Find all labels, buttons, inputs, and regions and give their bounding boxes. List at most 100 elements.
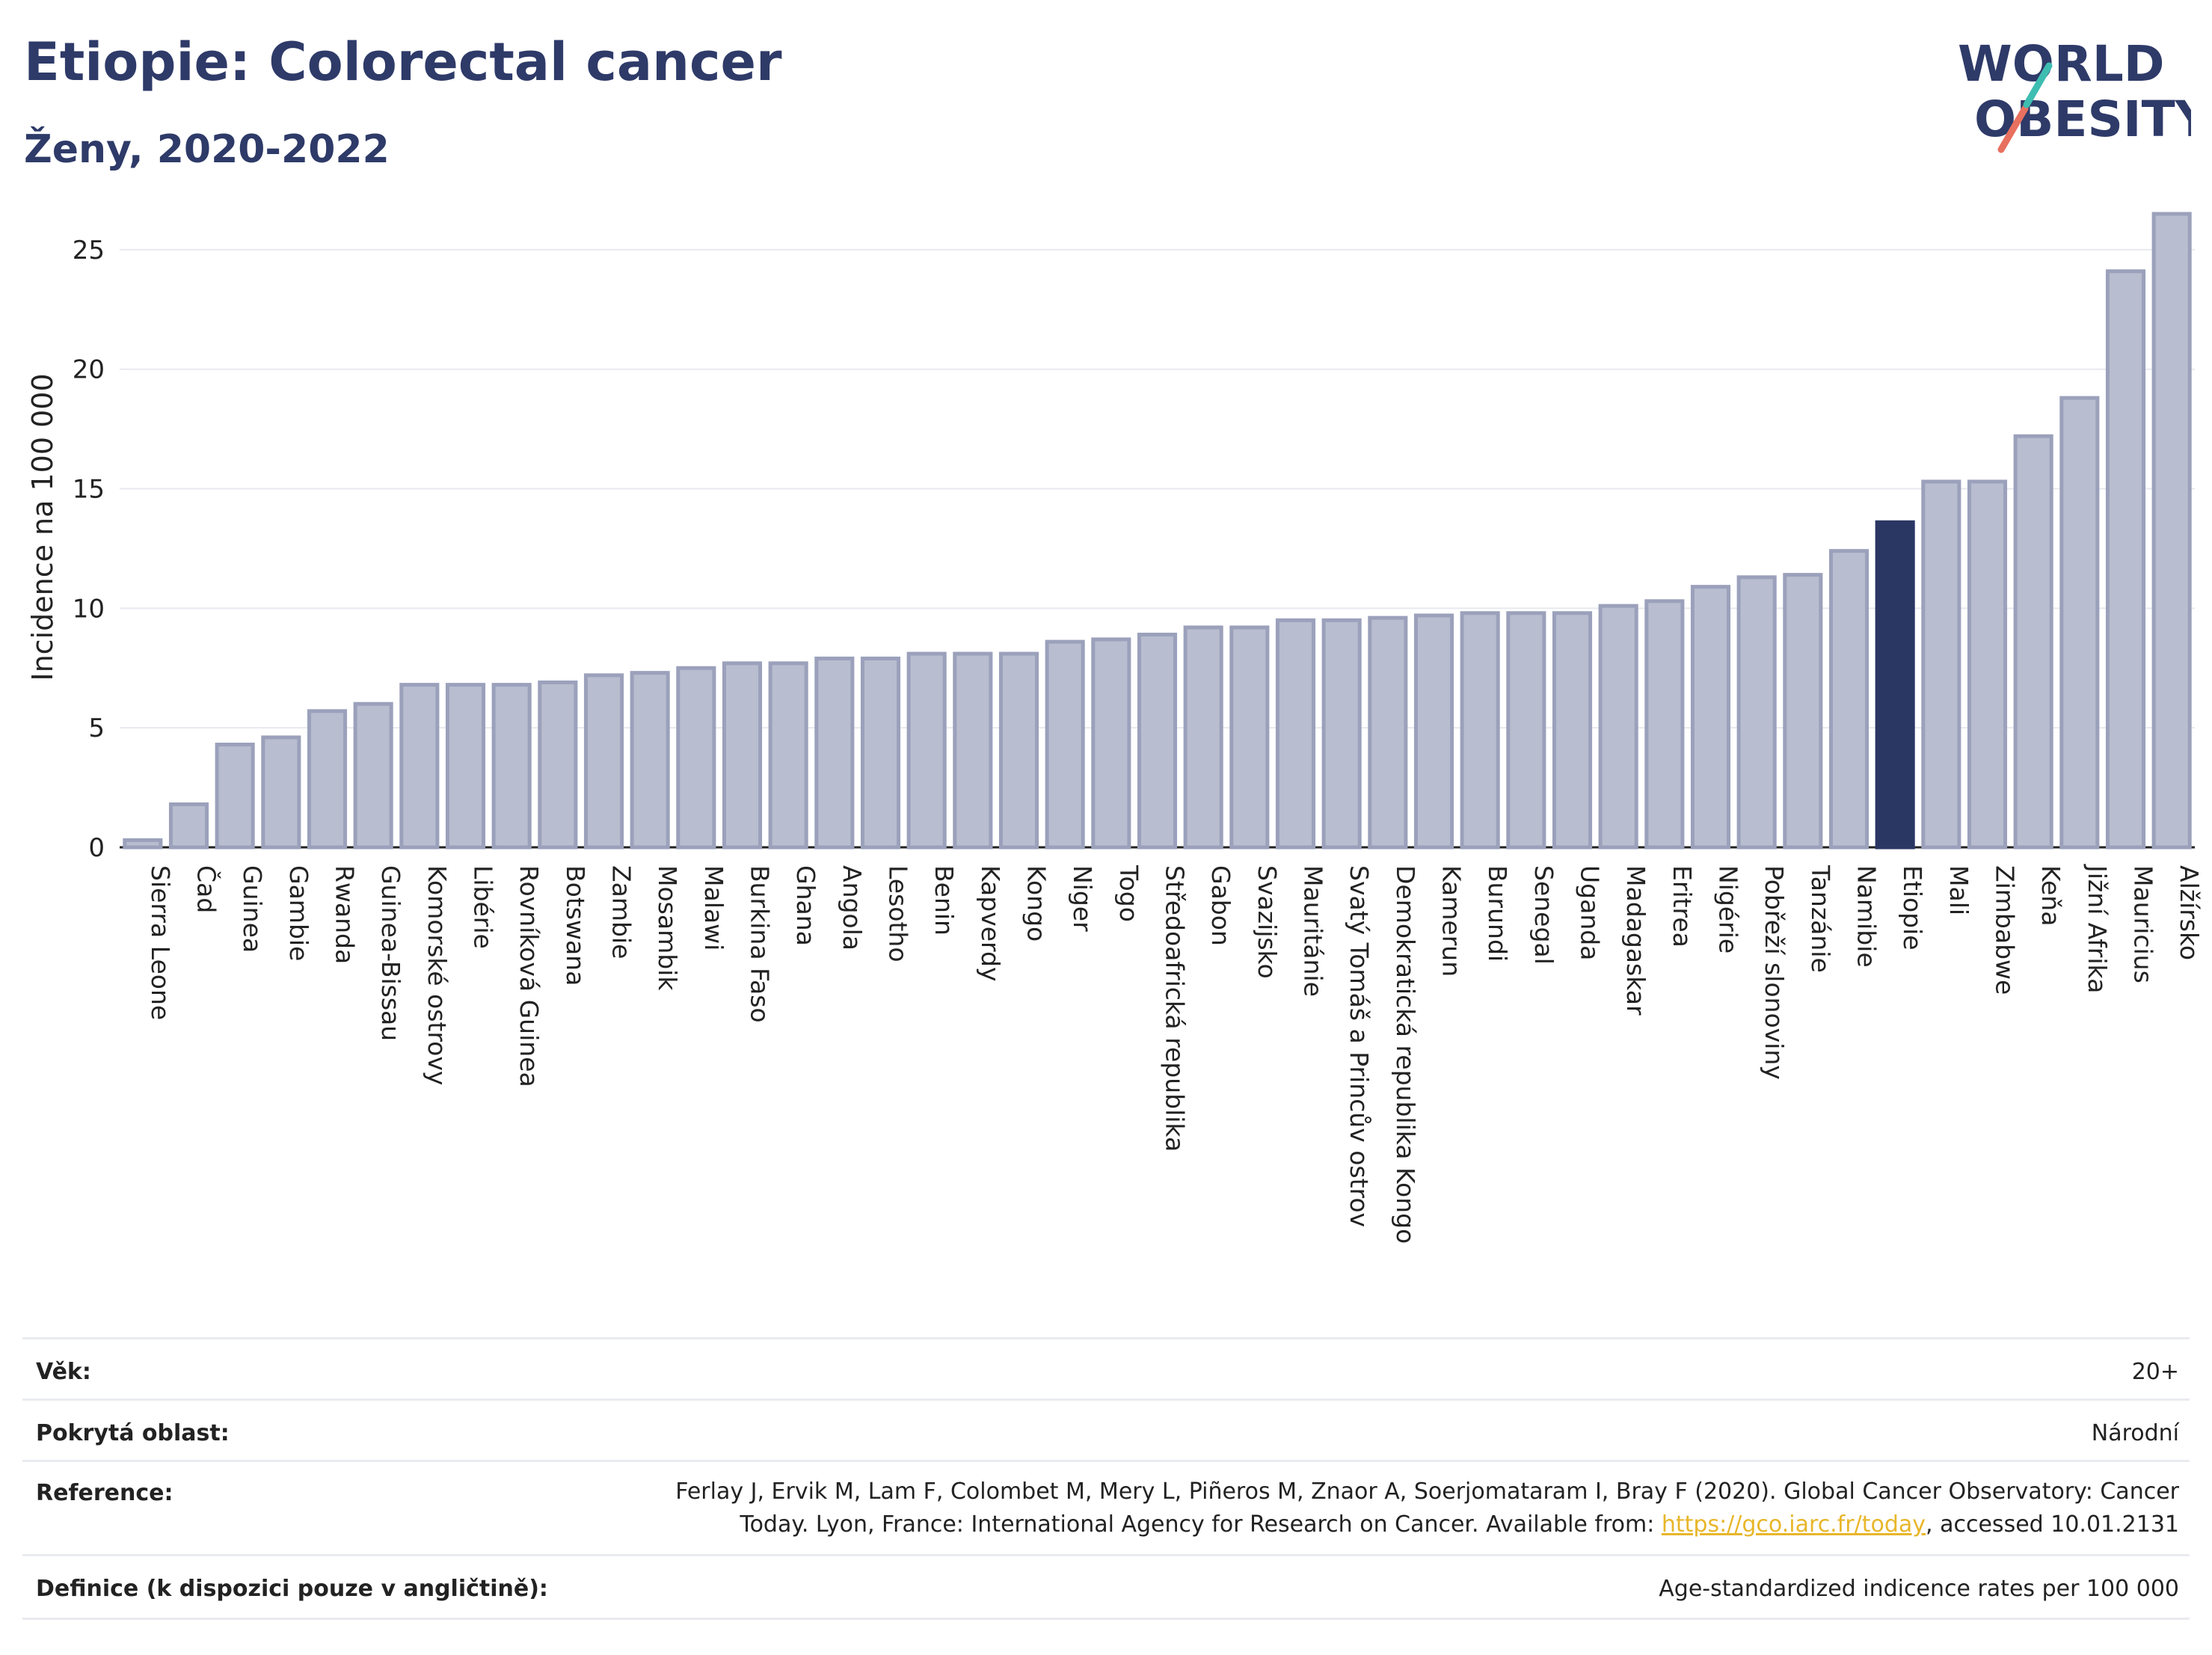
x-tick-label: Eritrea bbox=[1668, 865, 1697, 948]
x-tick-label: Mauritánie bbox=[1299, 865, 1328, 997]
bar-malawi bbox=[676, 666, 716, 850]
world-obesity-logo: WORLD OBESITY bbox=[1958, 35, 2191, 153]
x-tick-label: Tanzánie bbox=[1806, 865, 1835, 973]
x-tick-label: Rwanda bbox=[331, 865, 360, 964]
x-tick-label: Mali bbox=[1944, 865, 1973, 915]
bar-mali bbox=[1921, 479, 1961, 850]
x-tick-label: Sierra Leone bbox=[146, 865, 175, 1020]
x-tick-label: Gambie bbox=[284, 865, 313, 961]
bar-uganda bbox=[1552, 611, 1593, 850]
x-tick-label: Niger bbox=[1068, 865, 1097, 932]
metadata-table: Věk: 20+ Pokrytá oblast: Národní Referen… bbox=[22, 1337, 2190, 1621]
x-tick-label: Uganda bbox=[1576, 865, 1605, 960]
definition-label: Definice (k dispozici pouze v angličtině… bbox=[36, 1576, 548, 1602]
x-tick-label: Namibie bbox=[1852, 865, 1881, 968]
y-tick-label: 25 bbox=[73, 236, 105, 265]
bar-demokratická-republika-kongo bbox=[1368, 615, 1408, 850]
x-tick-label: Senegal bbox=[1529, 865, 1558, 965]
x-tick-label: Benin bbox=[930, 865, 959, 936]
reference-link[interactable]: https://gco.iarc.fr/today bbox=[1661, 1511, 1926, 1538]
bar-ghana bbox=[768, 661, 808, 850]
bar-chart: 0 5 10 15 20 25 Sierra Leone Čad Guinea Gambie Rw… bbox=[26, 212, 2204, 1244]
bar-botswana bbox=[538, 680, 578, 850]
bar-burkina-faso bbox=[722, 661, 763, 850]
meta-row-area: Pokrytá oblast: Národní bbox=[22, 1398, 2190, 1462]
x-tick-label: Středoafrická republika bbox=[1161, 865, 1190, 1152]
bar-namibie bbox=[1828, 549, 1870, 850]
x-tick-label: Alžírsko bbox=[2175, 865, 2204, 960]
x-tick-label: Madagaskar bbox=[1621, 865, 1650, 1016]
bar-rovníková-guinea bbox=[491, 683, 532, 850]
bar-zimbabwe bbox=[1967, 479, 2008, 850]
x-tick-label: Nigérie bbox=[1714, 865, 1743, 954]
bar-lesotho bbox=[860, 656, 901, 850]
x-tick-label: Pobřeží slonoviny bbox=[1760, 865, 1789, 1080]
bar-tanzánie bbox=[1783, 573, 1823, 850]
x-tick-label: Zambie bbox=[607, 865, 636, 959]
bar-jižní-afrika bbox=[2059, 396, 2100, 850]
x-tick-label: Mauricius bbox=[2129, 865, 2158, 983]
page-subtitle: Ženy, 2020-2022 bbox=[24, 127, 390, 172]
bar-guinea-bissau bbox=[353, 701, 393, 850]
x-tick-label: Gabon bbox=[1206, 865, 1235, 946]
bar-kapverdy bbox=[953, 651, 993, 850]
x-tick-label: Botswana bbox=[561, 865, 590, 986]
x-tick-label: Kapverdy bbox=[976, 865, 1005, 982]
x-tick-label: Kongo bbox=[1022, 865, 1051, 942]
meta-row-definition: Definice (k dispozici pouze v angličtině… bbox=[22, 1554, 2190, 1620]
bar-mosambik bbox=[630, 671, 670, 850]
meta-row-reference: Reference: Ferlay J, Ervik M, Lam F, Col… bbox=[22, 1460, 2190, 1556]
x-tick-label: Komorské ostrovy bbox=[423, 865, 452, 1085]
y-tick-label: 0 bbox=[88, 833, 105, 863]
x-tick-label: Zimbabwe bbox=[1991, 865, 2020, 995]
area-label: Pokrytá oblast: bbox=[36, 1420, 230, 1446]
logo-line1: WORLD bbox=[1958, 35, 2165, 93]
bar-etiopie bbox=[1875, 520, 1915, 850]
bar-alžírsko bbox=[2151, 212, 2192, 850]
bar-angola bbox=[814, 656, 855, 850]
page-title: Etiopie: Colorectal cancer bbox=[24, 31, 782, 93]
x-tick-label: Svatý Tomáš a Princův ostrov bbox=[1345, 865, 1374, 1227]
x-tick-label: Čad bbox=[192, 865, 222, 913]
x-tick-label: Guinea-Bissau bbox=[376, 865, 405, 1041]
bar-layer bbox=[123, 212, 2192, 850]
bar-keňa bbox=[2013, 434, 2053, 850]
y-tick-layer: 0 5 10 15 20 25 bbox=[73, 236, 105, 863]
x-tick-label: Ghana bbox=[791, 865, 820, 946]
bar-komorské-ostrovy bbox=[399, 683, 440, 850]
x-tick-label: Guinea bbox=[238, 865, 267, 953]
x-tick-label: Etiopie bbox=[1898, 865, 1927, 951]
y-tick-label: 10 bbox=[73, 594, 105, 624]
meta-row-age: Věk: 20+ bbox=[22, 1337, 2190, 1401]
bar-guinea bbox=[215, 743, 255, 850]
y-tick-label: 20 bbox=[73, 355, 105, 385]
x-tick-label: Keňa bbox=[2036, 865, 2065, 926]
definition-value: Age-standardized indicence rates per 100… bbox=[1659, 1576, 2179, 1602]
x-tick-label: Svazijsko bbox=[1253, 865, 1282, 979]
x-tick-label: Demokratická republika Kongo bbox=[1391, 865, 1420, 1244]
bar-mauricius bbox=[2105, 269, 2146, 850]
x-tick-label: Lesotho bbox=[884, 865, 913, 962]
reference-text: Ferlay J, Ervik M, Lam F, Colombet M, Me… bbox=[675, 1479, 2179, 1538]
bar-burundi bbox=[1460, 611, 1500, 850]
bar-rwanda bbox=[307, 709, 348, 850]
area-value: Národní bbox=[2091, 1420, 2179, 1446]
x-tick-label: Angola bbox=[838, 865, 867, 951]
logo-slash-teal bbox=[2023, 62, 2053, 108]
bar-nigérie bbox=[1690, 585, 1731, 850]
bar-svazijsko bbox=[1229, 625, 1270, 850]
bar-svatý-tomáš-a-princův-ostrov bbox=[1321, 618, 1362, 850]
bar-niger bbox=[1045, 639, 1085, 850]
age-value: 20+ bbox=[2131, 1359, 2179, 1385]
x-tick-layer: Sierra Leone Čad Guinea Gambie Rwanda Guinea-… bbox=[146, 864, 2204, 1244]
bar-libérie bbox=[445, 683, 486, 850]
bar-kamerun bbox=[1413, 613, 1454, 850]
y-tick-label: 5 bbox=[88, 713, 105, 743]
x-tick-label: Malawi bbox=[699, 865, 728, 951]
bar-čad bbox=[168, 802, 209, 850]
x-tick-label: Kamerun bbox=[1437, 865, 1466, 977]
bar-togo bbox=[1091, 637, 1131, 850]
x-tick-label: Burkina Faso bbox=[746, 865, 775, 1023]
y-axis-label: Incidence na 100 000 bbox=[26, 373, 59, 681]
x-tick-label: Libérie bbox=[469, 865, 498, 949]
